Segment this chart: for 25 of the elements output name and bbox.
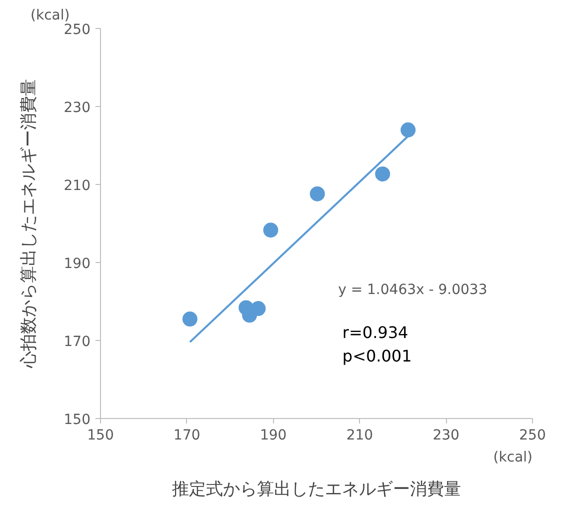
x-tick-label: 150 — [87, 428, 114, 444]
x-axis-title: 推定式から算出したエネルギー消費量 — [172, 480, 461, 500]
text: (kcal) — [30, 8, 70, 24]
annotation: p<0.001 — [342, 346, 412, 366]
y-tick-label: 170 — [64, 334, 91, 350]
annotation: r=0.934 — [342, 323, 408, 342]
x-tick-label: 190 — [260, 428, 287, 444]
y-tick-label: 230 — [64, 100, 91, 116]
x-tick-label: 230 — [432, 428, 460, 444]
x-tick-label: 170 — [174, 428, 200, 444]
y-tick-label: 210 — [64, 178, 91, 194]
point — [400, 122, 416, 138]
point — [182, 312, 198, 327]
text: (kcal) — [493, 450, 533, 466]
point — [310, 186, 325, 202]
point — [375, 166, 390, 182]
x-tick-label: 250 — [519, 428, 546, 444]
y-axis-title: 心拍数から算出したエネルギー消費量 — [18, 79, 39, 369]
point — [250, 301, 266, 316]
x-tick-label: 210 — [346, 428, 374, 444]
point — [263, 222, 278, 238]
y-tick-label: 250 — [64, 22, 91, 38]
y-tick-label: 190 — [64, 256, 91, 272]
annotation: y = 1.0463x - 9.0033 — [338, 282, 488, 298]
y-tick-label: 150 — [64, 412, 91, 428]
